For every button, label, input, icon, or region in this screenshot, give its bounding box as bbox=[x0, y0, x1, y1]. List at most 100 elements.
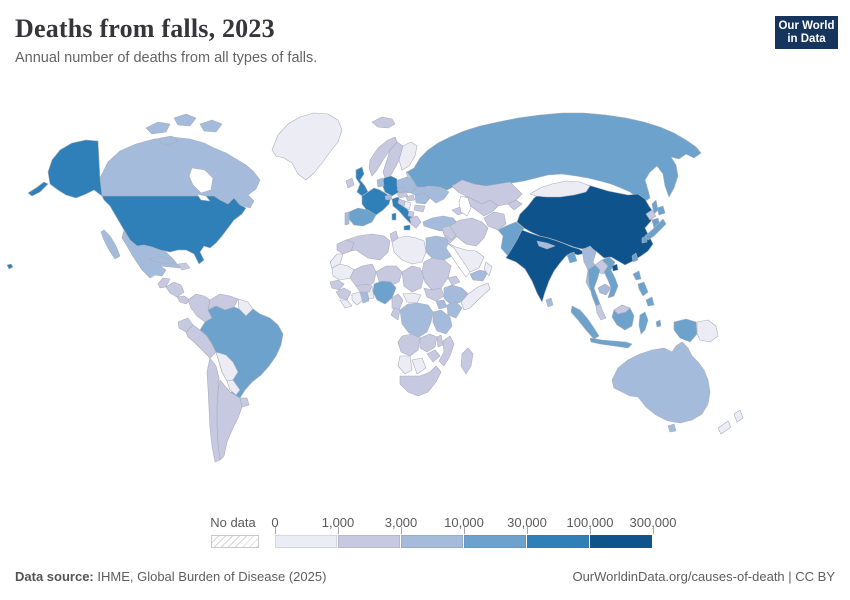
legend-bin[interactable] bbox=[590, 535, 652, 548]
country-mongolia[interactable] bbox=[529, 180, 591, 198]
country-ireland[interactable] bbox=[345, 177, 355, 189]
country-tanzania[interactable] bbox=[432, 309, 453, 335]
country-greenland[interactable] bbox=[271, 112, 343, 181]
country-india[interactable] bbox=[505, 229, 586, 303]
legend-bin[interactable] bbox=[401, 535, 463, 548]
owid-logo[interactable]: Our World in Data bbox=[775, 16, 838, 53]
country-australia[interactable] bbox=[611, 341, 711, 424]
country-papua-new-guinea[interactable] bbox=[696, 319, 719, 343]
country-guinea[interactable] bbox=[335, 287, 352, 301]
country-zimbabwe[interactable] bbox=[426, 349, 441, 363]
country-cuba[interactable] bbox=[149, 255, 176, 265]
country-indonesia-moluccas[interactable] bbox=[655, 319, 662, 328]
country-baja-california[interactable] bbox=[100, 229, 121, 260]
legend-no-data-swatch[interactable] bbox=[211, 535, 259, 548]
country-hawaii[interactable] bbox=[6, 263, 14, 270]
country-angola[interactable] bbox=[397, 333, 421, 357]
country-cambodia[interactable] bbox=[597, 283, 612, 296]
country-benelux[interactable] bbox=[376, 177, 385, 188]
country-sicily[interactable] bbox=[403, 224, 411, 231]
country-madagascar[interactable] bbox=[460, 347, 474, 375]
country-philippines[interactable] bbox=[637, 281, 649, 297]
country-switzerland[interactable] bbox=[384, 194, 393, 201]
country-arctic-islands[interactable] bbox=[173, 113, 197, 127]
country-malaysia[interactable] bbox=[595, 303, 607, 321]
country-austria[interactable] bbox=[396, 191, 409, 199]
country-philippines[interactable] bbox=[632, 270, 642, 281]
country-albania-macedonia[interactable] bbox=[407, 210, 415, 218]
country-bangladesh[interactable] bbox=[566, 251, 578, 264]
country-south-africa[interactable] bbox=[399, 365, 442, 397]
country-zambia[interactable] bbox=[419, 333, 438, 353]
country-nepal[interactable] bbox=[536, 240, 556, 250]
country-ivory-coast[interactable] bbox=[351, 291, 364, 306]
country-iran[interactable] bbox=[449, 217, 489, 247]
country-central-african-republic[interactable] bbox=[402, 292, 422, 304]
country-yemen[interactable] bbox=[469, 269, 489, 282]
legend-bin[interactable] bbox=[464, 535, 526, 548]
country-algeria[interactable] bbox=[345, 233, 391, 261]
country-malawi[interactable] bbox=[436, 334, 444, 348]
country-burkina-faso[interactable] bbox=[355, 283, 373, 293]
country-botswana[interactable] bbox=[411, 357, 427, 375]
country-dr-congo[interactable] bbox=[399, 302, 434, 338]
country-indonesia-sulawesi[interactable] bbox=[638, 311, 649, 335]
country-honduras-nicaragua[interactable] bbox=[165, 281, 185, 298]
country-hainan[interactable] bbox=[611, 263, 619, 272]
country-bulgaria[interactable] bbox=[413, 204, 426, 213]
country-namibia[interactable] bbox=[397, 355, 413, 375]
country-oman[interactable] bbox=[483, 261, 493, 277]
country-arctic-islands[interactable] bbox=[159, 135, 179, 146]
country-aleutians[interactable] bbox=[27, 181, 49, 197]
country-taiwan[interactable] bbox=[631, 252, 639, 263]
country-finland[interactable] bbox=[398, 141, 418, 171]
country-japan-kyushu[interactable] bbox=[641, 235, 648, 244]
country-brazil[interactable] bbox=[199, 305, 284, 404]
country-ukraine[interactable] bbox=[410, 185, 450, 204]
country-western-sahara[interactable] bbox=[329, 253, 344, 269]
legend-bin[interactable] bbox=[527, 535, 589, 548]
country-senegal[interactable] bbox=[329, 279, 345, 291]
country-sri-lanka[interactable] bbox=[545, 297, 554, 308]
country-new-zealand-north[interactable] bbox=[733, 409, 744, 423]
country-indonesia-sumatra[interactable] bbox=[570, 305, 600, 340]
country-somalia[interactable] bbox=[460, 282, 491, 311]
country-hungary[interactable] bbox=[405, 194, 416, 202]
country-cameroon[interactable] bbox=[391, 293, 404, 311]
footer-link[interactable]: OurWorldinData.org/causes-of-death | CC … bbox=[572, 569, 835, 584]
country-japan-honshu[interactable] bbox=[644, 218, 667, 241]
country-indonesia-java[interactable] bbox=[589, 337, 633, 349]
country-paraguay[interactable] bbox=[226, 379, 241, 396]
country-arctic-islands[interactable] bbox=[145, 121, 171, 135]
country-kyrgyzstan-tajikistan[interactable] bbox=[507, 199, 523, 211]
country-guatemala[interactable] bbox=[157, 277, 171, 289]
country-bolivia[interactable] bbox=[215, 351, 239, 382]
country-indonesia-papua[interactable] bbox=[673, 318, 698, 343]
country-costa-rica-panama[interactable] bbox=[176, 295, 191, 305]
country-afghanistan[interactable] bbox=[483, 211, 507, 231]
country-mexico[interactable] bbox=[121, 229, 181, 279]
country-sudan[interactable] bbox=[421, 257, 452, 291]
country-chad[interactable] bbox=[401, 265, 425, 293]
country-mozambique[interactable] bbox=[438, 335, 455, 367]
country-iceland[interactable] bbox=[371, 116, 396, 129]
country-libya[interactable] bbox=[391, 235, 427, 265]
country-thailand[interactable] bbox=[587, 264, 601, 307]
country-czechia[interactable] bbox=[396, 186, 408, 194]
country-sweden[interactable] bbox=[382, 141, 404, 181]
legend-bin[interactable] bbox=[338, 535, 400, 548]
country-portugal[interactable] bbox=[344, 211, 350, 226]
country-arctic-islands[interactable] bbox=[199, 119, 223, 133]
country-congo-gabon[interactable] bbox=[390, 307, 401, 321]
country-north-korea[interactable] bbox=[645, 209, 657, 221]
country-kenya[interactable] bbox=[446, 301, 463, 319]
country-alaska[interactable] bbox=[47, 139, 103, 199]
country-hispaniola[interactable] bbox=[177, 262, 191, 271]
country-sardinia[interactable] bbox=[391, 212, 397, 221]
country-malaysia-borneo[interactable] bbox=[613, 304, 631, 315]
country-philippines[interactable] bbox=[645, 296, 655, 307]
country-uganda[interactable] bbox=[435, 299, 448, 310]
country-spain[interactable] bbox=[348, 207, 377, 227]
country-vietnam[interactable] bbox=[601, 256, 619, 299]
country-new-zealand-south[interactable] bbox=[717, 420, 732, 435]
